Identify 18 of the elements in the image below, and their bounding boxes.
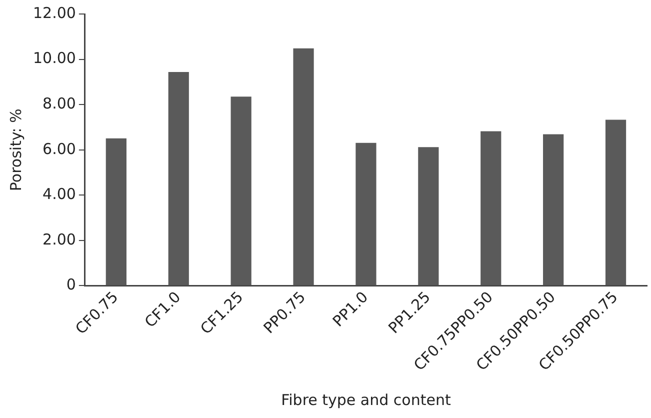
y-tick-label: 8.00 [42, 94, 76, 112]
bar [168, 72, 189, 286]
y-tick-label: 10.00 [32, 49, 76, 68]
y-tick-label: 6.00 [42, 140, 76, 158]
bar [605, 120, 626, 286]
bar [543, 134, 564, 286]
bar [418, 147, 439, 286]
y-tick-label: 2.00 [42, 230, 76, 248]
y-tick-label: 4.00 [42, 185, 76, 204]
bar [230, 96, 252, 286]
bar [480, 131, 502, 286]
y-tick-label: 0 [66, 276, 76, 294]
bar [293, 48, 314, 286]
y-axis-title: Porosity: % [6, 108, 25, 192]
bar [356, 142, 376, 286]
bar [106, 138, 126, 286]
x-axis-title: Fibre type and content [281, 390, 451, 409]
y-tick-label: 12.00 [32, 4, 76, 22]
